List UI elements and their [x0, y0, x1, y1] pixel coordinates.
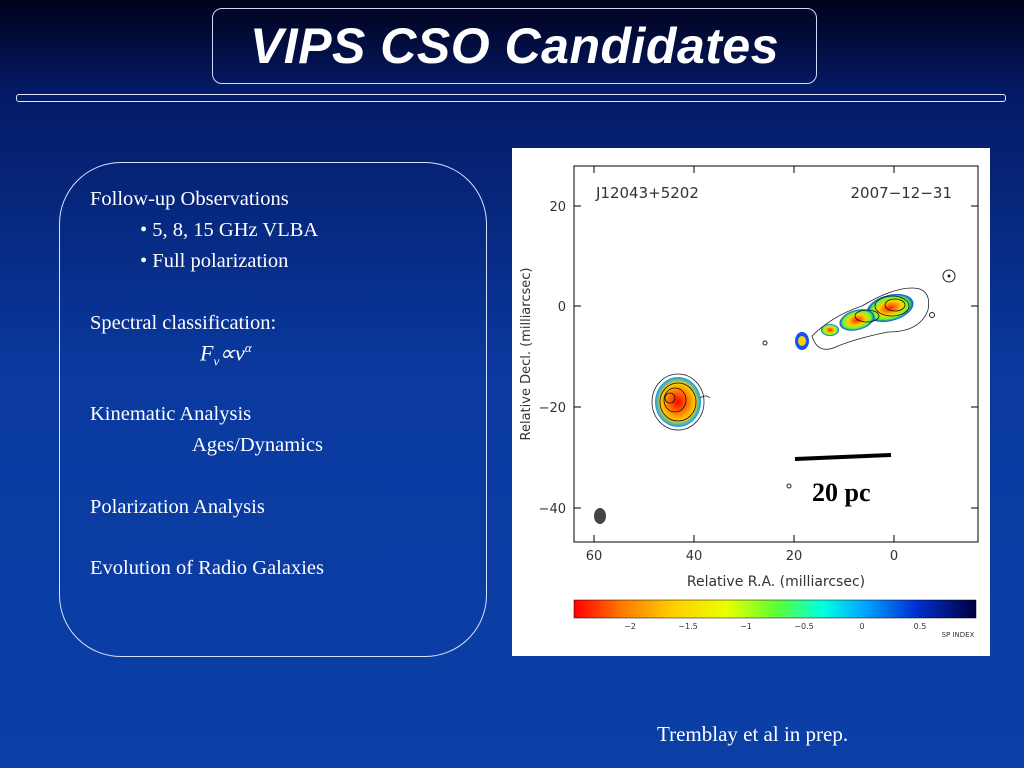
- sub-ages: Ages/Dynamics: [192, 434, 323, 456]
- y-tick-m40: −40: [539, 502, 566, 517]
- plot-frame: [573, 165, 979, 543]
- formula-nu: ν: [234, 340, 245, 366]
- cbar-tick-m1: −1: [740, 622, 752, 631]
- y-tick-0: 0: [558, 300, 566, 315]
- heading-polarization: Polarization Analysis: [90, 496, 265, 518]
- cbar-tick-05: 0.5: [914, 622, 927, 631]
- title-rule: [16, 94, 1006, 102]
- credit-text: Tremblay et al in prep.: [657, 722, 849, 746]
- bullet-vlba: • 5, 8, 15 GHz VLBA: [140, 219, 319, 241]
- formula-nu-sub: ν: [213, 353, 220, 369]
- formula-f: F: [200, 340, 214, 366]
- colorbar: [573, 599, 977, 619]
- heading-spectral: Spectral classification:: [90, 312, 277, 334]
- west-component: [651, 373, 711, 431]
- x-tick-labels: 60 40 20 0: [586, 549, 898, 564]
- heading-kinematic: Kinematic Analysis: [90, 403, 252, 425]
- scale-bar: [794, 453, 892, 461]
- y-axis-label: Relative Decl. (milliarcsec): [519, 268, 534, 441]
- x-tick-40: 40: [686, 549, 703, 564]
- bullet-polarization: • Full polarization: [140, 250, 289, 272]
- beam-ellipse: [594, 508, 606, 524]
- formula-alpha: α: [244, 340, 252, 355]
- colorbar-ticks: −2 −1.5 −1 −0.5 0 0.5: [624, 622, 926, 631]
- title-box: VIPS CSO Candidates: [212, 8, 817, 84]
- east-component: [762, 269, 956, 489]
- x-tick-20: 20: [786, 549, 803, 564]
- spectral-formula: Fν∝να: [200, 340, 252, 370]
- y-tick-labels: 20 0 −20 −40: [539, 200, 566, 517]
- content-panel: [59, 162, 487, 657]
- cbar-tick-m2: −2: [624, 622, 636, 631]
- frame-ticks: [574, 166, 978, 542]
- slide-title: VIPS CSO Candidates: [249, 18, 780, 74]
- cbar-tick-m05: −0.5: [794, 622, 813, 631]
- x-tick-60: 60: [586, 549, 603, 564]
- x-axis-label: Relative R.A. (milliarcsec): [687, 574, 865, 590]
- radio-map-figure: J12043+5202 2007−12−31 60 40 20 0 20 0 −…: [512, 148, 990, 656]
- cbar-tick-m15: −1.5: [678, 622, 697, 631]
- heading-followup: Follow-up Observations: [90, 188, 289, 210]
- colorbar-label: SP INDEX: [942, 631, 975, 639]
- heading-evolution: Evolution of Radio Galaxies: [90, 557, 324, 579]
- radio-map-svg: J12043+5202 2007−12−31 60 40 20 0 20 0 −…: [519, 165, 979, 639]
- obs-date: 2007−12−31: [851, 184, 952, 202]
- x-tick-0: 0: [890, 549, 898, 564]
- formula-prop: ∝: [219, 340, 235, 366]
- source-name: J12043+5202: [595, 184, 699, 202]
- y-tick-m20: −20: [539, 401, 566, 416]
- y-tick-20: 20: [549, 200, 566, 215]
- cbar-tick-0: 0: [859, 622, 864, 631]
- scale-bar-label: 20 pc: [812, 478, 871, 507]
